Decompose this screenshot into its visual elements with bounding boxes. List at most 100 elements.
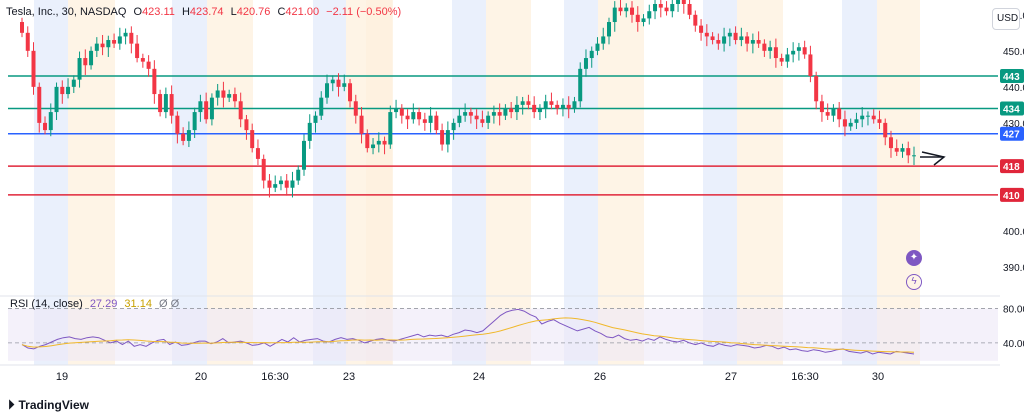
candle-body (319, 97, 324, 116)
candle-body (325, 83, 330, 98)
rsi-value: 27.29 (89, 298, 118, 310)
candle-body (641, 18, 646, 23)
candle-body (549, 101, 554, 105)
chart-header: Tesla, Inc., 30, NASDAQ O423.11 H423.74 … (6, 6, 401, 18)
candle-body (152, 68, 157, 95)
candle-body (578, 68, 583, 102)
price-tick-label: 450.00 (1003, 47, 1024, 58)
rsi-label[interactable]: RSI (14, close) (10, 298, 83, 310)
candle-body (37, 86, 42, 123)
session-band (207, 0, 253, 365)
candle-body (394, 108, 399, 113)
candle-body (313, 115, 318, 123)
candle-body (371, 144, 376, 149)
candle-body (756, 40, 761, 44)
candle-body (250, 130, 255, 149)
candle-body (330, 79, 335, 84)
candle-body (31, 50, 36, 87)
candle-body (353, 101, 358, 116)
candle-body (647, 11, 652, 19)
candle-body (733, 32, 738, 41)
candle-body (814, 76, 819, 102)
session-band (737, 0, 783, 365)
candles (20, 0, 916, 198)
candle-body (348, 83, 353, 102)
forecast-arrow (921, 151, 946, 166)
candle-body (54, 86, 59, 113)
candle-body (411, 112, 416, 120)
candle-body (491, 112, 496, 116)
candle-body (255, 148, 260, 159)
time-tick-label: 19 (56, 371, 68, 383)
candle-body (434, 115, 439, 131)
candle-body (670, 4, 675, 12)
time-tick-label: 20 (195, 371, 207, 383)
level-tag (1000, 101, 1024, 116)
candle-body (376, 140, 381, 145)
candle-body (560, 104, 565, 109)
price-tick-label: 440.00 (1003, 83, 1024, 94)
candle-body (750, 40, 755, 44)
time-tick-label: 23 (343, 371, 355, 383)
candle-body (140, 58, 145, 62)
candle-body (158, 94, 163, 113)
low-value: 420.76 (236, 6, 271, 18)
high-label: H (181, 6, 190, 18)
candle-body (514, 104, 519, 113)
rsi-ma-line (21, 317, 915, 353)
candle-body (583, 58, 588, 69)
session-band (842, 0, 877, 365)
rsi-extra: Ø Ø (159, 298, 180, 310)
candle-body (43, 122, 48, 131)
lightning-icon[interactable]: ϟ (906, 274, 922, 290)
candle-body (871, 115, 876, 120)
candle-body (77, 58, 82, 80)
open-value: 423.11 (142, 6, 175, 18)
session-band (564, 0, 598, 365)
candle-body (606, 22, 611, 37)
candle-body (451, 122, 456, 131)
candle-body (221, 90, 226, 98)
candle-body (791, 50, 796, 55)
candle-body (912, 155, 916, 157)
high-value: 423.74 (189, 6, 224, 18)
candle-body (480, 119, 485, 123)
candle-body (238, 101, 243, 120)
candle-body (739, 36, 744, 41)
candle-body (290, 180, 295, 188)
candle-body (745, 36, 750, 44)
symbol-name[interactable]: Tesla, Inc., 30, NASDAQ (6, 6, 127, 18)
candle-body (503, 108, 508, 116)
price-tick-label: 430.00 (1003, 119, 1024, 130)
candle-body (181, 133, 186, 141)
candle-body (417, 112, 422, 120)
candle-body (227, 94, 232, 98)
sparkle-icon[interactable]: ✦ (906, 250, 922, 266)
candle-body (135, 43, 140, 59)
candle-body (382, 140, 387, 145)
candle-body (342, 83, 347, 87)
rsi-tick-label: 80.00 (1003, 305, 1024, 316)
level-tag (1000, 159, 1024, 174)
candle-body (89, 50, 94, 66)
level-tag (1000, 69, 1024, 84)
candle-body (301, 140, 306, 170)
brand-name: TradingView (18, 398, 89, 412)
session-band (313, 0, 346, 365)
currency-button[interactable]: USD (992, 8, 1020, 30)
candle-body (71, 79, 76, 87)
candle-body (296, 169, 301, 181)
candle-body (842, 119, 847, 127)
candle-body (365, 133, 370, 149)
candle-body (278, 180, 283, 185)
candle-body (595, 43, 600, 51)
candle-body (693, 14, 698, 26)
level-tag-label: 410 (1003, 191, 1020, 202)
candle-body (509, 108, 514, 113)
candle-body (526, 101, 531, 105)
candle-body (716, 40, 721, 44)
level-tag-label: 427 (1003, 130, 1020, 141)
candle-body (497, 112, 502, 116)
candle-body (624, 7, 629, 12)
